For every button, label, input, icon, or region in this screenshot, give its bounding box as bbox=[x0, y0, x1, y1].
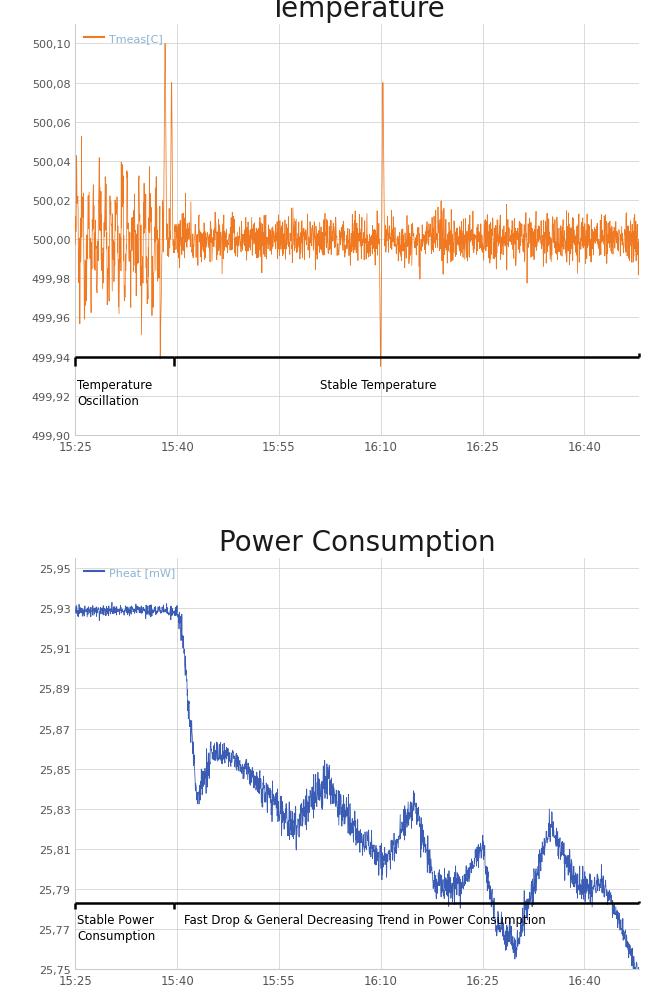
Title: Power Consumption: Power Consumption bbox=[219, 528, 495, 557]
Text: Temperature
Oscillation: Temperature Oscillation bbox=[77, 379, 153, 408]
Title: Temperature: Temperature bbox=[269, 0, 445, 23]
Legend: Tmeas[C]: Tmeas[C] bbox=[81, 31, 166, 47]
Text: Fast Drop & General Decreasing Trend in Power Consumption: Fast Drop & General Decreasing Trend in … bbox=[184, 913, 546, 926]
Text: Stable Temperature: Stable Temperature bbox=[320, 379, 436, 392]
Text: Stable Power
Consumption: Stable Power Consumption bbox=[77, 913, 156, 942]
Legend: Pheat [mW]: Pheat [mW] bbox=[81, 565, 178, 580]
